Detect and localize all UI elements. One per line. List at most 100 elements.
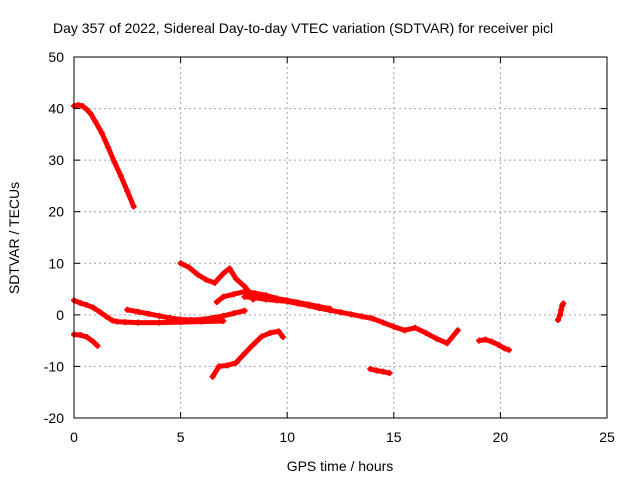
chart-title: Day 357 of 2022, Sidereal Day-to-day VTE…: [53, 20, 553, 36]
data-point: [558, 306, 565, 313]
data-point: [241, 293, 248, 300]
plot-frame: [73, 56, 608, 419]
series-track-zero-a: [71, 297, 227, 326]
series-trace: [367, 366, 392, 376]
data-point: [105, 144, 112, 151]
y-tick-label: -10: [44, 358, 64, 374]
data-point: [88, 111, 95, 118]
data-point: [348, 311, 355, 318]
data-point: [166, 314, 173, 321]
data-point: [177, 260, 184, 267]
y-tick-label: 40: [48, 101, 64, 117]
x-tick-label: 15: [386, 429, 402, 445]
data-point: [213, 298, 220, 305]
data-point: [111, 159, 118, 166]
data-point: [209, 373, 216, 380]
data-point: [77, 331, 84, 338]
data-point: [220, 318, 227, 325]
data-point: [134, 308, 141, 315]
series-track-zero-b: [124, 306, 248, 324]
data-point: [90, 338, 97, 345]
series-trace: [210, 328, 286, 380]
data-point: [262, 296, 269, 303]
data-point: [113, 318, 120, 325]
data-point: [241, 283, 248, 290]
data-point: [90, 304, 97, 311]
data-point: [241, 350, 248, 357]
data-point: [156, 319, 163, 326]
series-track-23: [554, 300, 567, 324]
y-tick-label: 0: [56, 307, 64, 323]
data-point: [224, 362, 231, 369]
data-point: [83, 106, 90, 113]
data-point: [156, 312, 163, 319]
data-point: [284, 298, 291, 305]
data-point: [241, 307, 248, 314]
y-tick-label: 50: [48, 49, 64, 65]
data-point: [294, 300, 301, 307]
data-point: [96, 308, 103, 315]
data-point: [79, 102, 86, 109]
data-point: [134, 319, 141, 326]
data-point: [273, 297, 280, 304]
data-point: [386, 370, 393, 377]
data-point: [454, 327, 461, 334]
data-point: [337, 309, 344, 316]
data-point: [505, 346, 512, 353]
data-point: [230, 310, 237, 317]
data-point: [117, 173, 124, 180]
y-tick-label: 10: [48, 255, 64, 271]
data-point: [77, 299, 84, 306]
data-point: [501, 345, 508, 352]
data-point: [275, 328, 282, 335]
data-point: [250, 341, 257, 348]
data-point: [92, 118, 99, 125]
data-point: [560, 300, 567, 307]
data-point: [326, 307, 333, 314]
y-tick-label: 30: [48, 152, 64, 168]
data-point: [482, 336, 489, 343]
x-tick-label: 25: [599, 429, 615, 445]
data-point: [305, 302, 312, 309]
y-tick-label: -20: [44, 410, 64, 426]
data-point: [188, 317, 195, 324]
data-point: [124, 306, 131, 313]
axis-ticks: 0 5 10 15 20 25 -20 -10 0 10 20 30 40 50: [44, 49, 615, 445]
data-point: [122, 319, 129, 326]
data-point: [358, 313, 365, 320]
data-point: [476, 337, 483, 344]
data-point: [380, 319, 387, 326]
data-point: [220, 293, 227, 300]
data-point: [177, 316, 184, 323]
x-tick-label: 5: [177, 429, 185, 445]
data-point: [433, 335, 440, 342]
data-point: [215, 363, 222, 370]
y-axis-label: SDTVAR / TECUs: [6, 182, 22, 294]
data-point: [444, 340, 451, 347]
x-axis-label: GPS time / hours: [287, 458, 394, 474]
data-point: [83, 334, 90, 341]
x-tick-label: 0: [70, 429, 78, 445]
data-point: [554, 317, 561, 324]
data-point: [401, 327, 408, 334]
data-point: [75, 101, 82, 108]
data-point: [380, 368, 387, 375]
data-point: [186, 264, 193, 271]
y-tick-label: 20: [48, 204, 64, 220]
data-point: [98, 129, 105, 136]
data-point: [390, 323, 397, 330]
data-point: [94, 342, 101, 349]
data-point: [557, 311, 564, 318]
data-point: [422, 329, 429, 336]
data-point: [211, 279, 218, 286]
data-point: [367, 366, 374, 373]
series-track-long-decline: [241, 293, 461, 347]
data-point: [230, 291, 237, 298]
x-tick-label: 10: [279, 429, 295, 445]
data-point: [241, 288, 248, 295]
data-point: [316, 305, 323, 312]
data-point: [258, 333, 265, 340]
data-point: [124, 188, 131, 195]
